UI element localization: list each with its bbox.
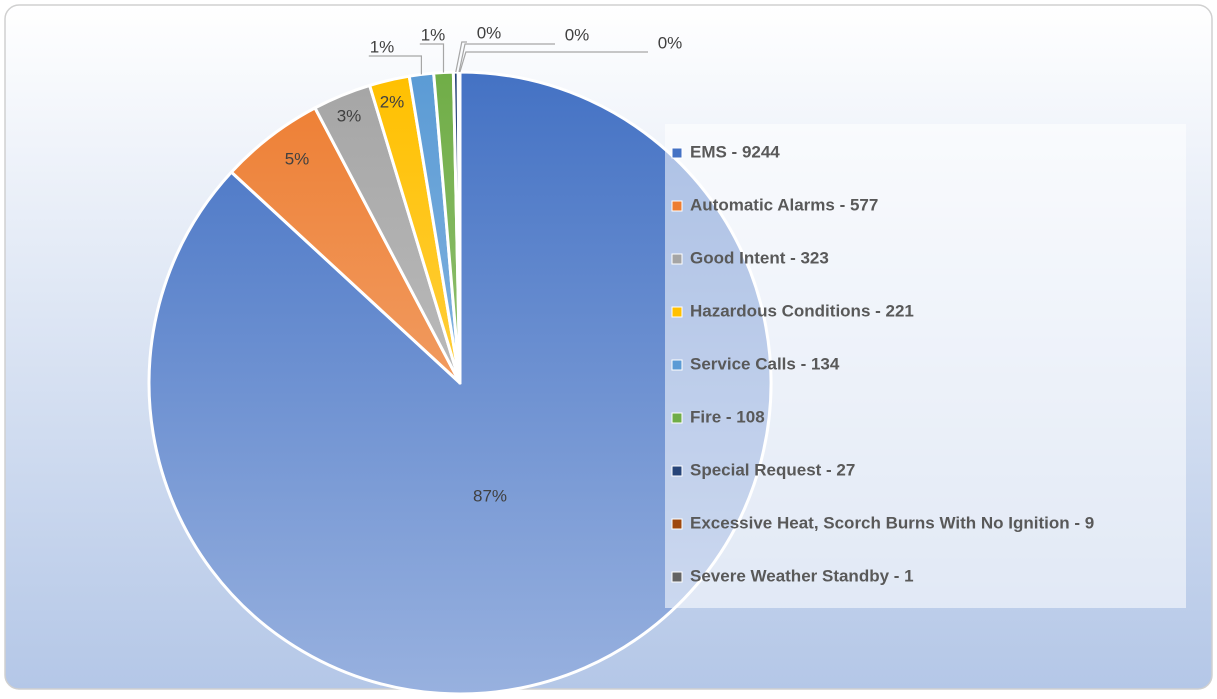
legend-swatch [672, 307, 682, 317]
legend-label: EMS - 9244 [690, 142, 780, 161]
legend-label: Hazardous Conditions - 221 [690, 301, 914, 320]
data-label: 3% [337, 106, 362, 125]
data-label: 0% [565, 25, 590, 44]
legend-label: Excessive Heat, Scorch Burns With No Ign… [690, 513, 1094, 532]
data-label: 1% [370, 37, 395, 56]
legend-swatch [672, 360, 682, 370]
legend-label: Fire - 108 [690, 407, 765, 426]
legend-swatch [672, 466, 682, 476]
legend-label: Automatic Alarms - 577 [690, 195, 878, 214]
data-label: 0% [658, 33, 683, 52]
data-label: 5% [285, 149, 310, 168]
legend-swatch [672, 201, 682, 211]
legend-label: Service Calls - 134 [690, 354, 840, 373]
data-label: 87% [473, 486, 507, 505]
legend-label: Severe Weather Standby - 1 [690, 566, 914, 585]
legend-swatch [672, 254, 682, 264]
legend-swatch [672, 519, 682, 529]
data-label: 0% [477, 23, 502, 42]
data-label: 2% [380, 92, 405, 111]
legend-swatch [672, 413, 682, 423]
data-label: 1% [421, 25, 446, 44]
legend-label: Good Intent - 323 [690, 248, 829, 267]
legend-swatch [672, 148, 682, 158]
legend-label: Special Request - 27 [690, 460, 855, 479]
legend-swatch [672, 572, 682, 582]
